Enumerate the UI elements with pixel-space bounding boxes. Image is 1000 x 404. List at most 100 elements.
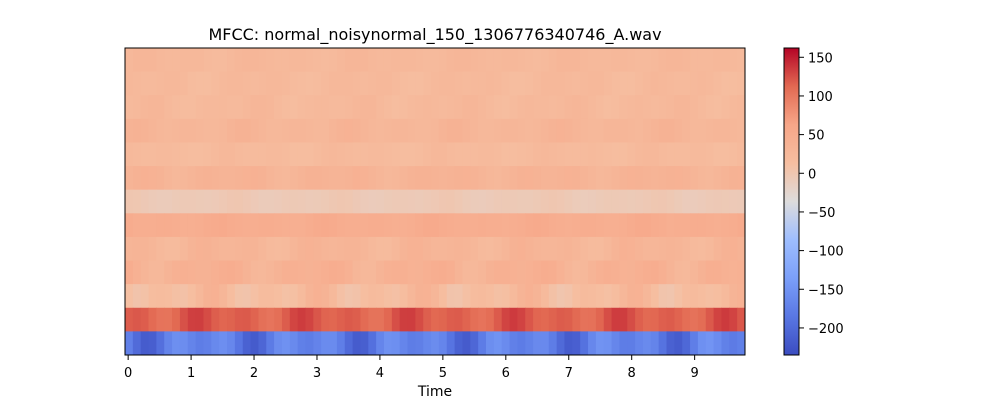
heatmap-cell [556, 118, 565, 143]
heatmap-cell [132, 284, 142, 309]
heatmap-cell [234, 331, 244, 356]
heatmap-cell [187, 142, 197, 167]
heatmap-cell [376, 71, 385, 96]
x-tick-label: 2 [250, 366, 258, 381]
heatmap-cell [674, 48, 683, 73]
heatmap-cell [493, 307, 503, 332]
heatmap-cell [125, 260, 134, 285]
heatmap-cell [211, 71, 220, 96]
heatmap-cell [737, 95, 746, 120]
heatmap-cell [478, 118, 487, 143]
heatmap-cell [258, 48, 267, 73]
heatmap-cell [564, 331, 573, 356]
heatmap-cell [682, 213, 691, 238]
heatmap-cell [415, 236, 424, 262]
heatmap-cell [493, 284, 503, 309]
heatmap-cell [627, 95, 636, 120]
heatmap-cell [274, 71, 283, 96]
heatmap-cell [281, 142, 291, 167]
heatmap-cell [737, 213, 746, 238]
heatmap-cell [258, 236, 267, 262]
heatmap-cell [658, 142, 668, 167]
heatmap-cell [219, 260, 228, 285]
heatmap-cell [478, 260, 487, 285]
heatmap-cell [737, 307, 746, 332]
heatmap-cell [391, 142, 401, 167]
heatmap-cell [148, 307, 157, 332]
heatmap-cell [336, 95, 346, 120]
heatmap-cell [713, 71, 722, 96]
heatmap-cell [658, 260, 668, 285]
heatmap-cell [305, 213, 314, 238]
heatmap-cell [368, 189, 377, 214]
heatmap-cell [391, 307, 401, 332]
heatmap-cell [172, 166, 181, 191]
heatmap-cell [148, 95, 157, 120]
heatmap-cell [368, 260, 377, 285]
heatmap-cell [289, 166, 299, 191]
heatmap-cell [619, 95, 628, 120]
heatmap-cell [187, 213, 197, 238]
heatmap-cell [140, 236, 150, 262]
heatmap-cell [666, 142, 675, 167]
heatmap-cell [399, 142, 409, 167]
heatmap-cell [132, 331, 142, 356]
heatmap-cell [132, 166, 142, 191]
heatmap-cell [321, 189, 330, 214]
heatmap-cell [580, 118, 589, 143]
heatmap-cell [125, 213, 134, 238]
heatmap-cell [219, 236, 228, 262]
heatmap-cell [572, 142, 581, 167]
heatmap-cell [132, 213, 142, 238]
heatmap-cell [297, 307, 307, 332]
heatmap-cell [281, 95, 291, 120]
heatmap-cell [540, 260, 550, 285]
heatmap-cell [446, 331, 456, 356]
heatmap-cell [564, 213, 573, 238]
heatmap-cell [721, 260, 730, 285]
heatmap-cell [321, 331, 330, 356]
heatmap-cell [446, 189, 456, 214]
heatmap-cell [525, 118, 534, 143]
heatmap-cell [690, 236, 699, 262]
heatmap-cell [454, 166, 463, 191]
heatmap-cell [533, 71, 542, 96]
heatmap-cell [352, 236, 361, 262]
chart-title: MFCC: normal_noisynormal_150_13067763407… [208, 25, 661, 45]
heatmap-cell [423, 166, 432, 191]
heatmap-cell [344, 213, 354, 238]
heatmap-cell [572, 71, 581, 96]
heatmap-cell [289, 331, 299, 356]
heatmap-cell [642, 284, 652, 309]
heatmap-cell [407, 189, 416, 214]
heatmap-cell [399, 118, 409, 143]
heatmap-cell [195, 71, 204, 96]
heatmap-cell [635, 236, 644, 262]
heatmap-cell [595, 189, 605, 214]
heatmap-cell [376, 213, 385, 238]
heatmap-cell [595, 48, 605, 73]
heatmap-cell [305, 236, 314, 262]
x-tick-label: 0 [124, 366, 132, 381]
heatmap-cell [517, 331, 526, 356]
heatmap-cell [289, 71, 299, 96]
heatmap-cell [517, 307, 526, 332]
heatmap-cell [125, 71, 134, 96]
heatmap-cell [705, 307, 715, 332]
heatmap-cell [132, 236, 142, 262]
heatmap-cells [125, 48, 746, 356]
heatmap-cell [313, 213, 322, 238]
heatmap-cell [368, 48, 377, 73]
heatmap-cell [321, 95, 330, 120]
heatmap-cell [595, 284, 605, 309]
heatmap-cell [501, 95, 511, 120]
heatmap-cell [721, 166, 730, 191]
heatmap-cell [635, 213, 644, 238]
heatmap-cell [478, 213, 487, 238]
heatmap-cell [697, 166, 707, 191]
heatmap-cell [383, 118, 393, 143]
heatmap-cell [227, 236, 236, 262]
heatmap-cell [666, 118, 675, 143]
heatmap-cell [281, 307, 291, 332]
heatmap-cell [729, 213, 738, 238]
